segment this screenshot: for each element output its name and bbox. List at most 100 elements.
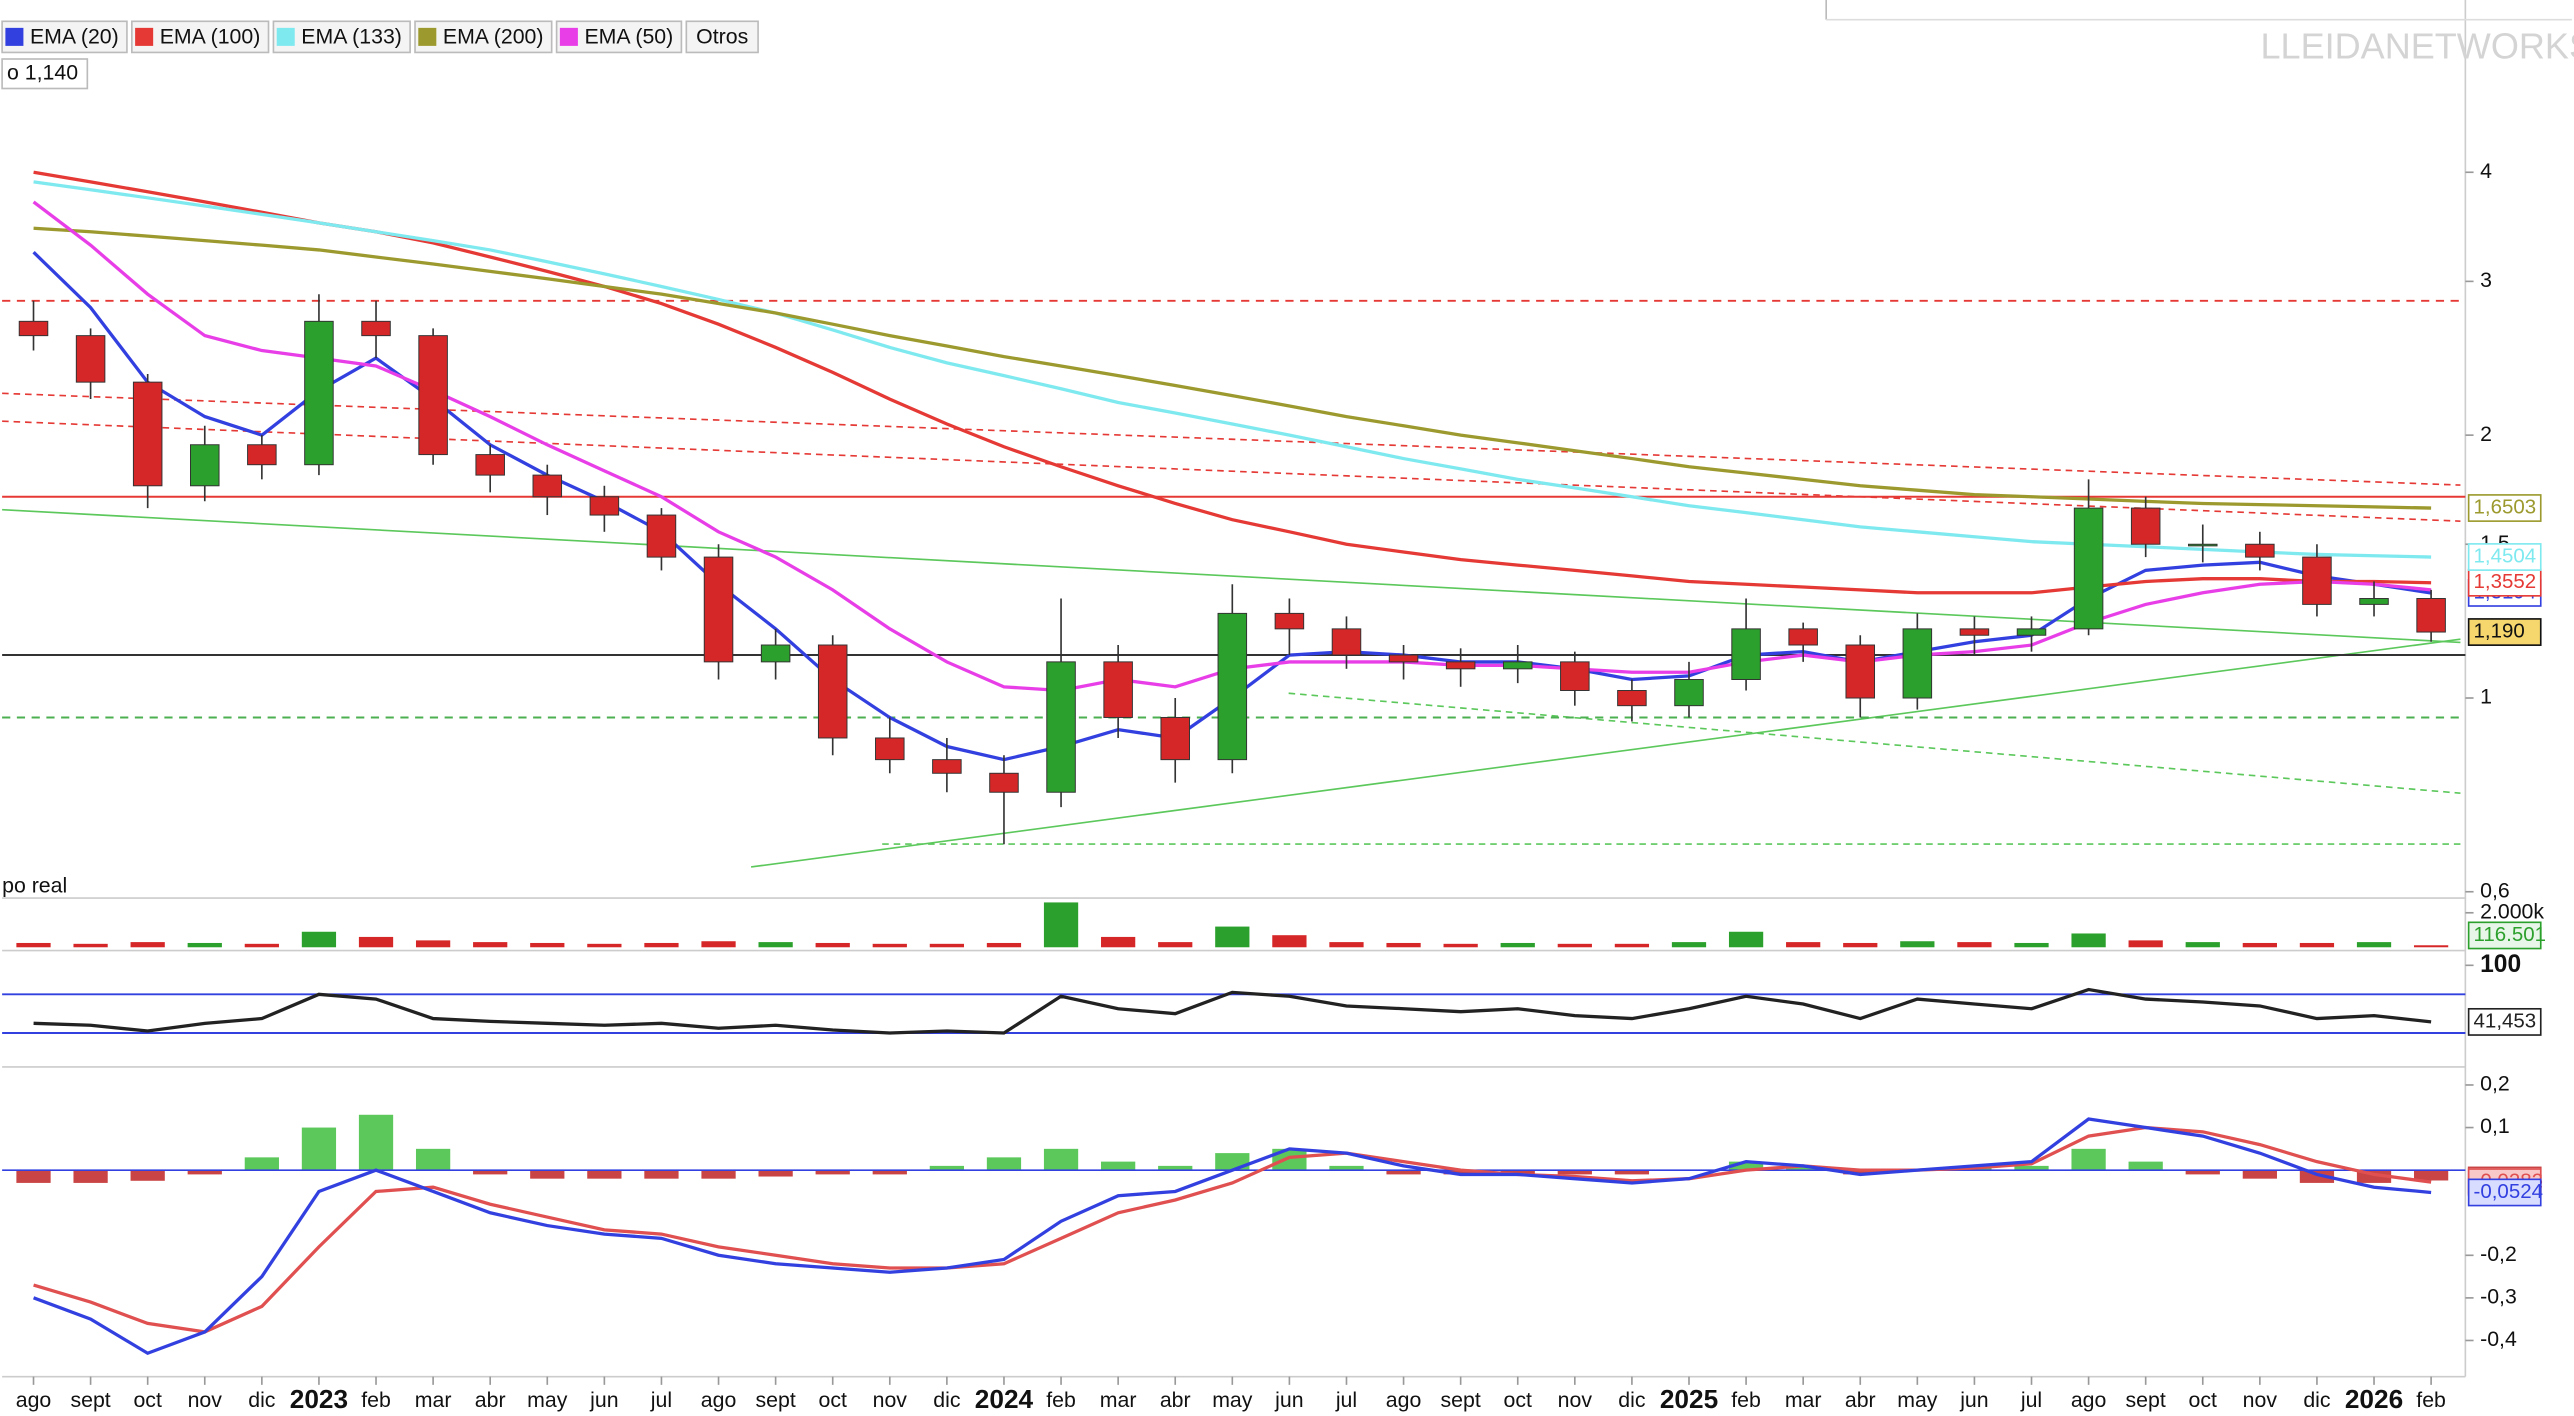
- series-line: [33, 987, 2432, 1035]
- histogram-bar: [644, 1170, 679, 1179]
- y-tick-label: -0,2: [2480, 1242, 2517, 1266]
- x-tick-label: jun: [1959, 1388, 1988, 1412]
- x-tick-label: 2024: [975, 1384, 1034, 1414]
- histogram-bar: [1843, 1170, 1878, 1175]
- y-tick-label: 2: [2480, 422, 2492, 446]
- legend-box[interactable]: [131, 20, 270, 54]
- volume-bar: [1443, 943, 1478, 948]
- volume-bar: [1043, 902, 1079, 948]
- volume-bar: [2128, 940, 2163, 948]
- candle-body: [932, 759, 962, 774]
- volume-bar: [1957, 942, 1992, 948]
- histogram-bar: [1557, 1170, 1592, 1175]
- volume-bar: [1158, 942, 1193, 948]
- candle-body: [1731, 628, 1761, 680]
- y-tick-label: 4: [2480, 159, 2492, 183]
- histogram-bar: [530, 1170, 565, 1179]
- x-tick-label: abr: [1845, 1388, 1876, 1412]
- candle-body: [2245, 543, 2275, 558]
- x-tick-label: mar: [1100, 1388, 1137, 1412]
- volume-bar: [130, 942, 165, 948]
- candle-body: [304, 320, 334, 466]
- y-tick-label: 0,2: [2480, 1072, 2510, 1096]
- histogram-bar: [929, 1165, 965, 1171]
- volume-bar: [815, 942, 850, 948]
- legend-swatch: [276, 27, 295, 46]
- legend-box[interactable]: [1, 20, 128, 54]
- legend-box[interactable]: [414, 20, 553, 54]
- x-tick-label: sept: [2126, 1388, 2166, 1412]
- x-tick-label: jul: [650, 1388, 672, 1412]
- candle-body: [75, 335, 106, 383]
- x-tick-label: oct: [818, 1388, 846, 1412]
- candle-body: [1959, 628, 1990, 636]
- volume-bar: [415, 940, 451, 948]
- candle-body: [2302, 556, 2332, 605]
- candle-body: [532, 474, 563, 498]
- volume-bar: [1614, 943, 1650, 948]
- candle-body: [646, 514, 677, 558]
- x-tick-label: jun: [1274, 1388, 1303, 1412]
- series-line: [33, 1125, 2432, 1334]
- histogram-bar: [2185, 1170, 2220, 1175]
- legend-swatch: [418, 27, 437, 46]
- x-tick-label: nov: [1558, 1388, 1593, 1412]
- candle-body: [132, 381, 163, 487]
- histogram-bar: [587, 1170, 622, 1179]
- histogram-bar: [986, 1157, 1022, 1171]
- legend-box[interactable]: [272, 20, 411, 54]
- candle-body: [703, 556, 734, 663]
- candle-body: [1331, 628, 1362, 656]
- last-value-label: 1,4504: [2474, 544, 2537, 567]
- x-tick-label: 2025: [1660, 1384, 1718, 1414]
- histogram-bar: [73, 1170, 108, 1183]
- x-tick-label: ago: [701, 1388, 737, 1412]
- x-tick-label: feb: [1046, 1388, 1076, 1412]
- x-tick-label: jul: [2020, 1388, 2042, 1412]
- histogram-bar: [758, 1170, 793, 1177]
- legend-box[interactable]: [685, 20, 759, 54]
- candle-body: [1274, 612, 1305, 630]
- plot: 0,611,52341,31941,35521,45041,65031,1902…: [2, 159, 2546, 1414]
- watermark: LLEIDANETWORKS: [2261, 26, 2574, 67]
- volume-bar: [1671, 942, 1707, 948]
- candle-body: [475, 454, 505, 476]
- candle-body: [18, 320, 49, 337]
- x-tick-label: oct: [133, 1388, 161, 1412]
- histogram-bar: [1786, 1165, 1821, 1171]
- histogram-bar: [130, 1170, 165, 1181]
- volume-bar: [73, 943, 108, 948]
- candle-body: [989, 772, 1019, 793]
- x-tick-label: feb: [1731, 1388, 1761, 1412]
- x-tick-label: oct: [2189, 1388, 2217, 1412]
- x-tick-label: ago: [2071, 1388, 2107, 1412]
- x-tick-label: dic: [2303, 1388, 2331, 1412]
- x-tick-label: oct: [1504, 1388, 1532, 1412]
- legend-label: EMA (100): [160, 24, 261, 48]
- candle-body: [190, 444, 220, 487]
- x-tick-label: feb: [361, 1388, 391, 1412]
- legend-swatch: [559, 27, 578, 46]
- last-value-label: 1,6503: [2474, 495, 2537, 518]
- volume-bar: [1272, 935, 1307, 948]
- histogram-bar: [301, 1127, 337, 1171]
- volume-bar: [358, 936, 394, 948]
- info-box: [1, 58, 89, 90]
- candle-body: [1674, 679, 1704, 707]
- trend-line: [2, 392, 2461, 486]
- volume-bar: [2071, 933, 2106, 948]
- candle-body: [1617, 690, 1647, 707]
- x-tick-label: ago: [16, 1388, 52, 1412]
- last-value-box: [2467, 618, 2542, 646]
- histogram-bar: [1215, 1153, 1250, 1171]
- candle-body: [1845, 644, 1876, 699]
- volume-bar: [1386, 942, 1421, 948]
- histogram-bar: [872, 1170, 907, 1175]
- series-line: [33, 170, 2432, 595]
- candle-body: [418, 335, 448, 456]
- info-text: o 1,140: [7, 60, 78, 84]
- last-value-box: [2467, 921, 2542, 950]
- x-tick-label: jul: [1335, 1388, 1357, 1412]
